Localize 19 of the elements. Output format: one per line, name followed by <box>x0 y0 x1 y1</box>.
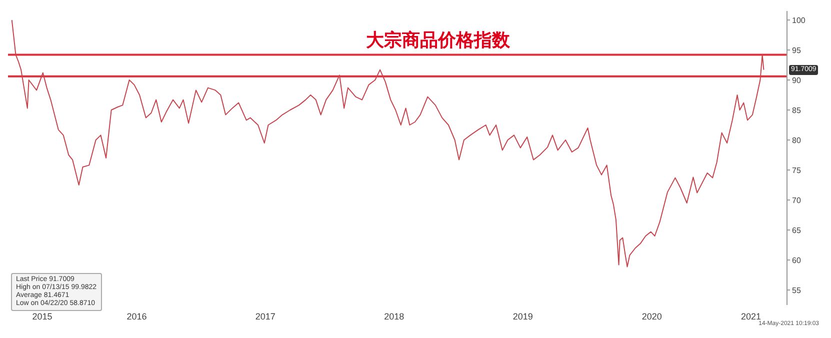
y-tick-label: 70 <box>792 196 802 205</box>
y-tick-label: 65 <box>792 226 802 235</box>
line-series <box>11 20 764 268</box>
x-tick-label: 2015 <box>32 311 52 322</box>
x-tick-label: 2018 <box>384 311 404 322</box>
y-tick-label: 85 <box>792 106 802 115</box>
x-tick-label: 2019 <box>512 311 533 322</box>
x-tick-label: 2016 <box>126 311 147 322</box>
text: 大宗商品价格指数 <box>365 29 511 52</box>
y-tick-label: 55 <box>792 286 802 295</box>
y-tick-label: 60 <box>792 256 802 265</box>
x-tick-label: 2017 <box>255 311 276 322</box>
x-tick-label: 2020 <box>642 311 662 322</box>
y-tick-label: 90 <box>792 76 802 85</box>
y-tick-label: 75 <box>792 166 802 175</box>
x-tick-label: 2021 <box>741 311 762 322</box>
y-tick-label: 100 <box>792 16 806 25</box>
y-tick-label: 95 <box>792 46 802 55</box>
y-tick-label: 80 <box>792 136 802 145</box>
